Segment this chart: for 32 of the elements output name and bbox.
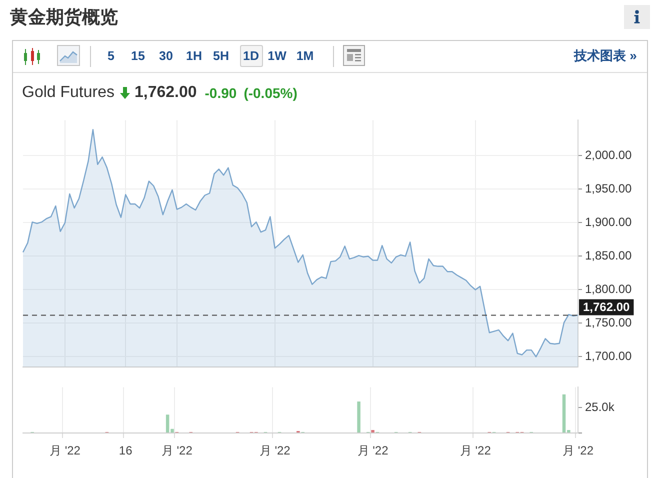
text: 5H	[212, 48, 230, 65]
text: -0.90	[204, 85, 237, 101]
y-tick-label: 2,000.00	[585, 148, 632, 162]
text: 1W	[266, 48, 288, 65]
y-tick-label: 1,900.00	[585, 215, 632, 230]
x-tick-label: 月 '22	[161, 444, 193, 458]
text: 1M	[295, 48, 315, 65]
bar	[371, 430, 374, 432]
text: 15	[130, 48, 146, 65]
y-tick-label: 1,750.00	[585, 316, 632, 330]
y-tick-label: 1,950.00	[585, 182, 632, 196]
chart-subtitle: Gold Futures	[22, 84, 114, 102]
x-tick-label: 16	[118, 444, 133, 458]
text: 5	[106, 48, 116, 65]
text: 1D	[240, 45, 262, 67]
bar	[357, 401, 360, 432]
x-tick-label: 月 '22	[259, 444, 291, 458]
text: 1,762.00	[134, 84, 197, 102]
x-tick-label: 月 '22	[460, 444, 492, 458]
x-tick-label: 月 '22	[357, 444, 389, 458]
text: 30	[158, 48, 174, 65]
ref-line-label: 1,762.00	[583, 300, 630, 314]
x-tick-label: 月 '22	[562, 444, 594, 458]
y-tick-label: 1,800.00	[585, 282, 632, 296]
y-tick-label: 1,850.00	[585, 248, 632, 263]
text: (-0.05%)	[244, 85, 298, 101]
chart-title: 黄金期货概览	[10, 6, 118, 29]
text: 1H	[185, 48, 203, 65]
y-tick-label: 1,700.00	[585, 349, 632, 364]
text: 技术图表 »	[574, 47, 637, 65]
x-tick-label: 月 '22	[49, 444, 81, 458]
y-tick-label: 25.0k	[585, 400, 616, 414]
